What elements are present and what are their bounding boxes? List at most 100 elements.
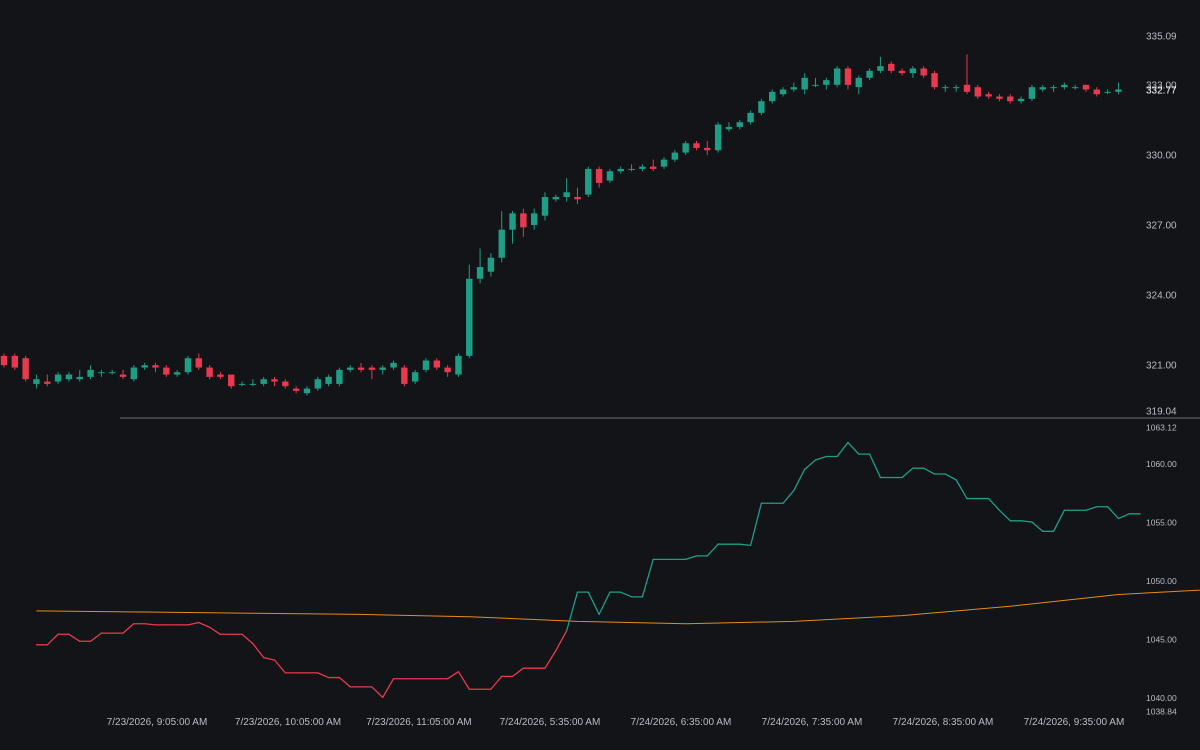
time-tick-label: 7/24/2026, 9:35:00 AM xyxy=(1024,717,1125,728)
candle xyxy=(920,66,927,78)
candle-body xyxy=(942,87,949,89)
candle xyxy=(812,77,819,88)
candle-body xyxy=(282,381,289,387)
indicator-line-segment xyxy=(565,591,579,632)
candle-body xyxy=(779,89,787,95)
candle xyxy=(1071,84,1079,90)
candle xyxy=(790,82,798,92)
candle xyxy=(866,68,873,81)
indicator-line-segment xyxy=(598,591,611,616)
indicator-line-segment xyxy=(944,473,957,481)
candle-body xyxy=(693,143,700,148)
candle-body xyxy=(401,367,408,384)
candle-body xyxy=(0,355,8,366)
candle-body xyxy=(130,367,138,380)
candle-body xyxy=(498,229,505,258)
indicator-line-segment xyxy=(804,459,817,470)
candle-body xyxy=(1028,87,1036,99)
indicator-axis[interactable]: 1040.00 1045.00 1050.00 1055.00 1060.00 1063.… xyxy=(1146,423,1177,717)
indicator-line-segment xyxy=(252,642,265,659)
candle xyxy=(963,54,971,95)
candle xyxy=(736,119,743,130)
indicator-line-segment xyxy=(68,633,81,642)
indicator-line-segment xyxy=(241,633,254,645)
candle-body xyxy=(217,374,224,377)
candle-body xyxy=(422,360,430,370)
candle xyxy=(390,360,397,370)
candle xyxy=(22,355,29,382)
candle-body xyxy=(87,369,94,377)
candle xyxy=(76,369,83,382)
indicator-line-segment xyxy=(1117,513,1130,520)
indicator-line-segment xyxy=(782,489,795,504)
indicator-line-segment xyxy=(187,621,200,626)
candle-body xyxy=(455,355,462,375)
candle xyxy=(628,164,635,172)
candle-body xyxy=(476,267,484,279)
candle-body xyxy=(617,168,624,172)
candle xyxy=(747,110,754,125)
indicator-line xyxy=(35,441,1141,699)
candle xyxy=(119,369,127,380)
candle-body xyxy=(314,379,321,389)
candle xyxy=(650,159,657,172)
candle xyxy=(704,140,711,155)
time-axis[interactable]: 7/23/2026, 9:05:00 AM 7/23/2026, 10:05:00… xyxy=(107,717,1125,728)
candle xyxy=(877,56,884,74)
candle-body xyxy=(952,87,960,89)
candle-body xyxy=(368,367,376,370)
candle xyxy=(801,73,808,95)
candle xyxy=(130,365,138,382)
candle-body xyxy=(650,166,657,169)
candle-body xyxy=(747,112,754,123)
candle xyxy=(379,365,386,375)
candle-body xyxy=(563,192,570,197)
candle-body xyxy=(520,213,527,228)
price-tick-label: 330.00 xyxy=(1146,150,1177,161)
price-axis[interactable]: 321.00 324.00 327.00 330.00 333.00 335.09 319.… xyxy=(1146,32,1177,418)
candle-body xyxy=(11,355,19,368)
candle xyxy=(974,84,981,99)
candle-body xyxy=(1050,87,1057,89)
candle-body xyxy=(1082,84,1090,90)
candle xyxy=(11,353,19,370)
candle xyxy=(530,208,538,230)
candle-body xyxy=(33,379,40,384)
candle-body xyxy=(1115,89,1122,92)
indicator-line-segment xyxy=(641,558,654,598)
candle-body xyxy=(1017,98,1025,102)
candle-body xyxy=(228,374,235,387)
candle xyxy=(617,166,624,174)
indicator-line-segment xyxy=(998,509,1011,522)
candle-body xyxy=(1061,84,1068,88)
candle-body xyxy=(238,383,246,385)
candle-body xyxy=(206,367,213,377)
candle xyxy=(303,386,311,396)
candle-body xyxy=(639,166,646,169)
candle xyxy=(952,84,960,92)
candle-body xyxy=(1071,87,1079,89)
candle xyxy=(433,358,440,370)
price-pane[interactable] xyxy=(0,54,1122,396)
price-tick-label: 324.00 xyxy=(1146,291,1177,302)
time-tick-label: 7/24/2026, 5:35:00 AM xyxy=(500,717,601,728)
indicator-line-segment xyxy=(89,632,103,642)
indicator-tick-label: 1050.00 xyxy=(1146,576,1177,586)
candle-body xyxy=(173,372,181,375)
candle-body xyxy=(325,376,332,384)
candle-body xyxy=(260,379,267,384)
indicator-pane[interactable] xyxy=(35,441,1200,699)
candle-body xyxy=(866,70,873,78)
indicator-line-segment xyxy=(1085,506,1098,511)
candle-body xyxy=(22,358,29,380)
candle-body xyxy=(704,147,711,151)
indicator-line-segment xyxy=(555,630,568,652)
indicator-tick-label: 1060.00 xyxy=(1146,459,1177,469)
candle xyxy=(238,381,246,387)
indicator-line-segment xyxy=(923,467,936,475)
candle xyxy=(909,66,917,78)
candle xyxy=(44,374,51,387)
price-tick-label: 335.09 xyxy=(1146,32,1177,43)
candle xyxy=(152,362,159,373)
